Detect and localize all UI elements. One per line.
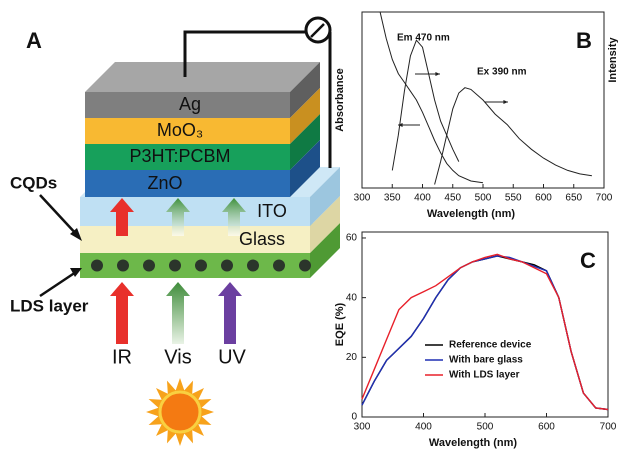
lds-side — [310, 223, 340, 278]
zno-side — [290, 140, 320, 197]
curve-arrowhead — [435, 72, 440, 76]
quantum-dot — [221, 259, 233, 272]
data-line — [361, 255, 609, 411]
annotation: Em 470 nm — [397, 33, 450, 44]
quantum-dot — [143, 259, 155, 272]
quantum-dot — [247, 259, 259, 272]
x-axis-title: Wavelength (nm) — [427, 208, 516, 220]
callout-label: CQDs — [10, 173, 57, 192]
curve-arrowhead — [503, 100, 508, 104]
x-tick-label: 300 — [354, 193, 371, 204]
y-axis-title-right: Intensity — [607, 37, 618, 83]
y-axis-title: EQE (%) — [334, 302, 346, 346]
callout-arrowhead — [70, 268, 82, 277]
light-label: IR — [112, 346, 132, 368]
y-tick-label: 40 — [346, 292, 358, 303]
layer-label: ITO — [257, 201, 287, 221]
light-label: UV — [218, 346, 246, 368]
curve-arrowhead — [398, 123, 403, 127]
light-arrow — [218, 282, 242, 344]
data-line — [361, 255, 609, 411]
meter-needle — [310, 23, 325, 38]
quantum-dot — [117, 259, 129, 272]
panel-label: C — [580, 248, 596, 273]
device-diagram: A Ag MoO₃ P3HT:PCBM ZnO ITO Glass CQDs L… — [10, 16, 340, 446]
quantum-dot — [299, 259, 311, 272]
layer-label: ZnO — [147, 173, 182, 193]
x-tick-label: 350 — [384, 193, 401, 204]
x-tick-label: 550 — [505, 193, 522, 204]
moo3-front — [85, 118, 290, 144]
light-arrow — [166, 282, 190, 344]
panel-label: B — [576, 28, 592, 53]
y-tick-label: 60 — [346, 233, 358, 244]
light-arrow — [222, 198, 246, 236]
x-tick-label: 600 — [538, 422, 555, 433]
y-tick-label: 0 — [351, 412, 357, 423]
p3ht-front — [85, 144, 290, 170]
wire — [183, 30, 306, 77]
quantum-dot — [169, 259, 181, 272]
data-line — [434, 87, 592, 185]
callout-arrowhead — [70, 228, 82, 241]
moo3-side — [290, 88, 320, 144]
layer-label: P3HT:PCBM — [129, 146, 230, 166]
x-tick-label: 400 — [415, 422, 432, 433]
legend-label: With LDS layer — [449, 370, 520, 381]
x-tick-label: 600 — [535, 193, 552, 204]
x-tick-label: 400 — [414, 193, 431, 204]
legend-label: With bare glass — [449, 355, 523, 366]
callout-label: LDS layer — [10, 296, 89, 315]
light-arrow — [110, 198, 134, 236]
ag-side — [290, 62, 320, 118]
x-tick-label: 700 — [596, 193, 613, 204]
layer-label: Glass — [239, 229, 285, 249]
callout-arrow — [39, 194, 79, 237]
y-axis-title: Absorbance — [334, 68, 346, 132]
ag-top — [85, 62, 320, 92]
x-tick-label: 650 — [565, 193, 582, 204]
quantum-dot — [273, 259, 285, 272]
sun — [146, 378, 214, 446]
quantum-dot — [91, 259, 103, 272]
light-arrow — [166, 198, 190, 236]
data-line — [391, 39, 460, 171]
x-axis-title: Wavelength (nm) — [429, 437, 518, 449]
light-label: Vis — [164, 346, 191, 368]
layer-label: Ag — [179, 94, 201, 114]
ito-side — [310, 167, 340, 226]
callout-arrow — [39, 270, 77, 298]
x-tick-label: 300 — [354, 422, 371, 433]
plot-frame — [361, 231, 609, 418]
x-tick-label: 700 — [600, 422, 617, 433]
legend-label: Reference device — [449, 340, 532, 351]
panel-label: A — [26, 28, 42, 53]
zno-front — [85, 170, 290, 197]
glass-side — [310, 196, 340, 253]
p3ht-side — [290, 114, 320, 170]
quantum-dot — [195, 259, 207, 272]
data-line — [361, 253, 609, 411]
layer-label: MoO₃ — [157, 120, 203, 140]
ag-front — [85, 92, 290, 118]
annotation: Ex 390 nm — [477, 67, 527, 78]
x-tick-label: 450 — [444, 193, 461, 204]
y-tick-label: 20 — [346, 352, 358, 363]
sun-disk — [158, 390, 202, 434]
x-tick-label: 500 — [475, 193, 492, 204]
light-arrow — [110, 282, 134, 344]
data-line — [379, 11, 484, 184]
x-tick-label: 500 — [477, 422, 494, 433]
